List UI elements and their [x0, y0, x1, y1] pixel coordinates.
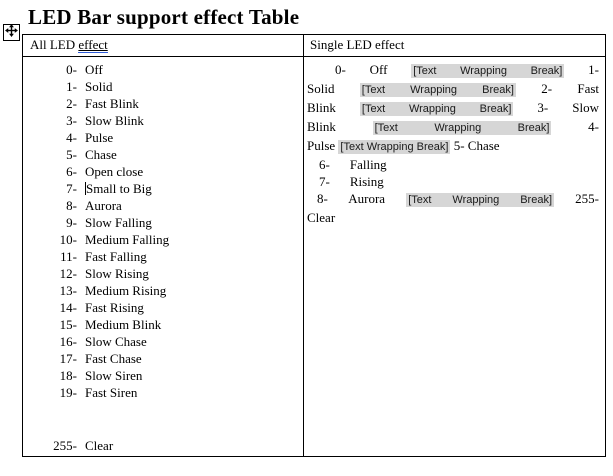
list-item: 17- Fast Chase: [59, 351, 142, 366]
all-led-effects-cell[interactable]: 0- Off 1- Solid 2- Fast Blink 3- Slow Blink …: [23, 57, 304, 456]
table-header-row: All LED effect Single LED effect: [23, 35, 605, 57]
single-led-line-9: Clear: [307, 210, 336, 225]
single-led-line-3: Blink [Text Wrapping Break] 3- Slow: [307, 100, 599, 116]
table-move-handle[interactable]: [3, 23, 20, 43]
single-led-line-6: 6- Falling: [319, 157, 387, 172]
list-item: 7- Small to Big: [66, 181, 152, 196]
list-item: 0- Off: [66, 62, 103, 77]
list-item: 6- Open close: [66, 164, 144, 179]
list-item: 13- Medium Rising: [59, 283, 167, 298]
list-item: 5- Chase: [66, 147, 117, 162]
blank-lines: [27, 401, 299, 437]
list-item: 12- Slow Rising: [59, 266, 149, 281]
single-led-line-1: 0- Off [Text Wrapping Break] 1-: [335, 62, 599, 78]
single-led-line-8: 8- Aurora [Text Wrapping Break] 255-: [317, 191, 600, 207]
led-effect-table: All LED effect Single LED effect 0- Off 1…: [22, 34, 606, 457]
text-wrapping-break-marker: [Text Wrapping Break]: [359, 83, 516, 97]
list-item: 2- Fast Blink: [66, 96, 139, 111]
header-cell-all-led[interactable]: All LED effect: [23, 35, 304, 56]
list-item: 19- Fast Siren: [59, 385, 138, 400]
list-item: 14- Fast Rising: [59, 300, 144, 315]
single-led-line-7: 7- Rising: [319, 174, 384, 189]
text-wrapping-break-marker: [Text Wrapping Break]: [338, 140, 451, 154]
list-item: 4- Pulse: [66, 130, 114, 145]
single-led-effects-cell[interactable]: 0- Off [Text Wrapping Break] 1- Solid [T…: [304, 57, 605, 456]
all-led-header-text: All LED: [30, 37, 79, 52]
single-led-line-2: Solid [Text Wrapping Break] 2- Fast: [307, 81, 600, 97]
list-item: 16- Slow Chase: [59, 334, 147, 349]
single-led-line-5: Pulse [Text Wrapping Break] 5- Chase: [307, 138, 500, 154]
page-title: LED Bar support effect Table: [28, 5, 300, 29]
text-wrapping-break-marker: [Text Wrapping Break]: [359, 102, 514, 116]
list-item: 255- Clear: [53, 438, 114, 453]
table-body-row: 0- Off 1- Solid 2- Fast Blink 3- Slow Blink …: [23, 57, 605, 456]
text-wrapping-break-marker: [Text Wrapping Break]: [372, 121, 552, 135]
text-wrapping-break-marker: [Text Wrapping Break]: [406, 193, 555, 207]
item-with-caret: Small to Big: [85, 181, 152, 196]
header-cell-single-led[interactable]: Single LED effect: [304, 35, 605, 56]
list-item: 11- Fast Falling: [60, 249, 147, 264]
list-item: 10- Medium Falling: [59, 232, 170, 247]
text-wrapping-break-marker: [Text Wrapping Break]: [411, 64, 565, 78]
single-led-line-4: Blink [Text Wrapping Break] 4-: [307, 119, 600, 135]
list-item: 9- Slow Falling: [66, 215, 152, 230]
list-item: 1- Solid: [66, 79, 113, 94]
single-led-header-text: Single LED effect: [310, 37, 405, 52]
list-item: 8- Aurora: [66, 198, 122, 213]
text-cursor-caret: [85, 182, 86, 195]
list-item: 18- Slow Siren: [59, 368, 143, 383]
list-item: 3- Slow Blink: [66, 113, 144, 128]
list-item: 15- Medium Blink: [59, 317, 162, 332]
all-led-header-effect-underlined: effect: [78, 37, 108, 53]
four-direction-move-icon: [4, 23, 19, 43]
